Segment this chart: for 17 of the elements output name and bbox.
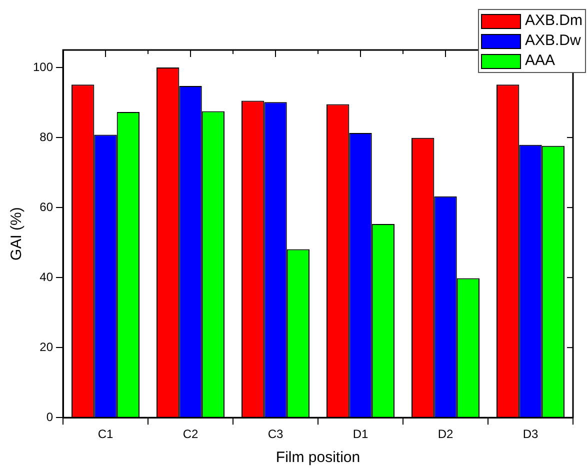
legend-label: AXB.Dw <box>525 31 581 51</box>
x-tick-label: C2 <box>182 427 199 442</box>
x-tick-label: D2 <box>438 427 454 442</box>
y-tick-label: 100 <box>32 60 54 74</box>
y-tick-label: 80 <box>40 130 54 144</box>
x-tick-label: D3 <box>522 427 538 442</box>
x-tick-label: D1 <box>352 427 369 442</box>
y-tick-label: 60 <box>40 200 54 214</box>
x-tick-label: C1 <box>98 427 114 442</box>
y-tick-label: 40 <box>40 270 54 284</box>
x-tick-label: C3 <box>268 427 284 442</box>
legend-label: AAA <box>525 51 556 71</box>
x-axis-title: Film position <box>276 449 360 466</box>
y-tick-label: 20 <box>40 340 54 354</box>
y-axis-title: GAI (%) <box>8 207 26 260</box>
legend-label: AXB.Dm <box>525 11 583 31</box>
y-tick-label: 0 <box>46 410 54 424</box>
